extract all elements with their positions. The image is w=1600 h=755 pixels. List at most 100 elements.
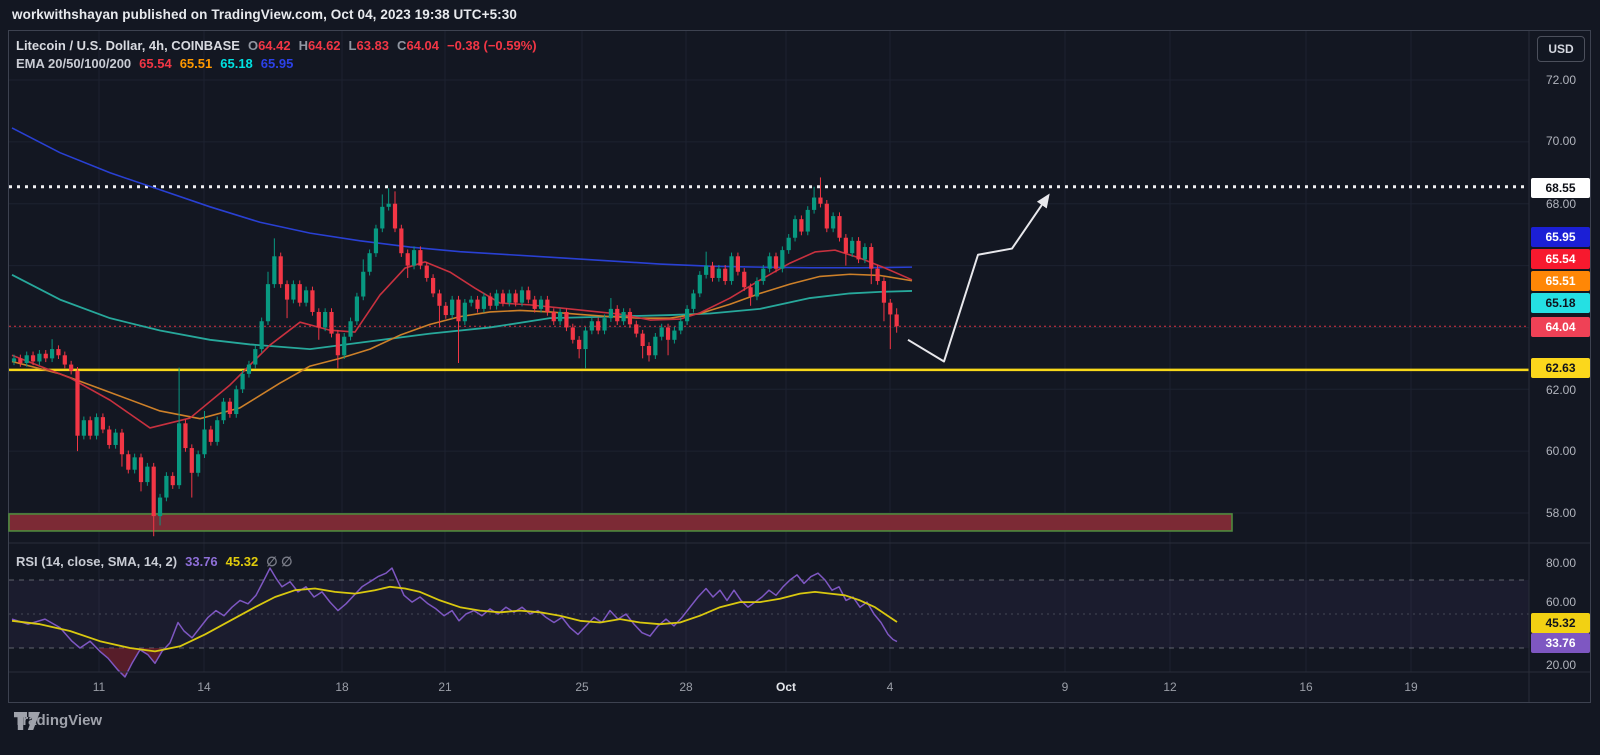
time-tick-label: 28 — [679, 680, 693, 694]
candle-body — [177, 423, 182, 486]
time-tick-label: 16 — [1299, 680, 1313, 694]
candle-body — [399, 228, 404, 254]
candle-body — [558, 311, 563, 322]
tradingview-logo[interactable]: TradingView — [14, 712, 102, 730]
candle-body — [494, 293, 499, 306]
candle-body — [646, 345, 652, 356]
candle-body — [145, 466, 150, 483]
candle-body — [272, 256, 277, 285]
separators-layer — [9, 31, 1590, 702]
candle-body — [881, 281, 887, 303]
price-tick-label: 58.00 — [1545, 506, 1577, 520]
rsi-legend-part: 33.76 — [185, 554, 218, 569]
ema-legend-part: EMA 20/50/100/200 — [16, 56, 132, 71]
ema-lines-layer — [11, 127, 913, 429]
candle-body — [850, 240, 855, 254]
price-badge: 65.51 — [1531, 271, 1590, 291]
ema200-line — [11, 127, 913, 269]
candle-body — [424, 265, 429, 278]
candle-body — [88, 420, 93, 436]
candle-body — [545, 299, 550, 312]
rsi-legend: RSI (14, close, SMA, 14, 2) 33.76 45.32 ∅ ∅ — [16, 554, 292, 570]
candle-body — [278, 256, 283, 285]
candle-body — [526, 290, 531, 300]
projection-arrow — [907, 193, 1050, 363]
rsi-band-fill — [9, 580, 1529, 648]
candle-body — [132, 457, 137, 470]
symbol-legend-part: 64.62 — [308, 38, 341, 53]
candle-body — [265, 284, 271, 322]
candle-body — [234, 389, 239, 415]
candle-body — [564, 311, 569, 328]
candle-body — [107, 429, 112, 445]
symbol-legend-part: −0.38 (−0.59%) — [446, 38, 537, 53]
candle-body — [170, 475, 175, 486]
supply-zone-layer — [8, 513, 1233, 532]
grid-layer — [9, 31, 1529, 672]
projection-arrow-layer — [907, 193, 1050, 363]
candle-body — [37, 353, 42, 362]
candle-body — [56, 349, 61, 356]
candle-body — [640, 333, 645, 346]
ema50-line — [11, 273, 913, 420]
publish-attribution: workwithshayan published on TradingView.… — [12, 7, 517, 22]
candle-body — [507, 293, 512, 303]
candle-body — [50, 349, 55, 359]
symbol-legend-part: 64.04 — [406, 38, 439, 53]
candle-body — [538, 299, 544, 309]
candle-body — [221, 401, 226, 421]
candle-body — [69, 364, 74, 371]
price-tick-label: 60.00 — [1545, 595, 1577, 609]
price-tick-label: 62.00 — [1545, 383, 1577, 397]
candle-body — [672, 330, 677, 340]
rsi-pane-layer — [9, 567, 1529, 678]
candle-body — [75, 370, 80, 436]
tradingview-mark-icon — [14, 712, 40, 730]
time-tick-label: 14 — [197, 680, 211, 694]
candle-body — [792, 219, 798, 238]
candle-body — [81, 420, 86, 436]
rsi-legend-part: RSI (14, close, SMA, 14, 2) — [16, 554, 178, 569]
candle-body — [164, 475, 169, 498]
candle-body — [716, 268, 721, 278]
candle-body — [513, 293, 518, 303]
symbol-legend-part: 64.42 — [258, 38, 291, 53]
currency-toggle-button[interactable]: USD — [1537, 36, 1585, 62]
candle-body — [583, 330, 588, 350]
candle-body — [405, 253, 410, 266]
candle-body — [437, 293, 442, 306]
candle-body — [786, 237, 791, 251]
candle-body — [856, 240, 861, 260]
candle-body — [392, 203, 398, 229]
time-tick-label: 25 — [575, 680, 589, 694]
candle-body — [685, 308, 690, 322]
candle-body — [157, 497, 163, 517]
candle-body — [297, 284, 302, 303]
candle-body — [894, 314, 899, 327]
candle-body — [43, 353, 48, 359]
price-badge: 62.63 — [1531, 358, 1590, 378]
candle-body — [519, 290, 525, 303]
candle-body — [665, 327, 671, 340]
candle-body — [259, 321, 264, 350]
price-tick-label: 20.00 — [1545, 658, 1577, 672]
candle-body — [215, 420, 220, 442]
candle-body — [208, 429, 213, 442]
candle-body — [589, 321, 594, 331]
candle-body — [862, 247, 867, 260]
candle-body — [113, 432, 118, 445]
candle-body — [100, 417, 105, 430]
price-badge: 65.18 — [1531, 293, 1590, 313]
horizontal-levels-layer — [9, 185, 1529, 372]
time-tick-label: 19 — [1404, 680, 1418, 694]
price-badge: 65.54 — [1531, 249, 1590, 269]
ema-legend: EMA 20/50/100/200 65.54 65.51 65.18 65.95 — [16, 56, 293, 71]
price-tick-label: 70.00 — [1545, 134, 1577, 148]
price-tick-label: 80.00 — [1545, 556, 1577, 570]
candle-body — [691, 293, 696, 309]
candle-body — [151, 466, 156, 517]
candle-body — [608, 308, 613, 319]
candle-body — [329, 311, 334, 334]
